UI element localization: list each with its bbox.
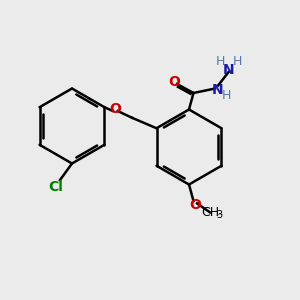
Text: methoxy: methoxy <box>218 214 224 215</box>
Text: H: H <box>232 55 242 68</box>
Text: CH: CH <box>201 206 219 219</box>
Text: methyl: methyl <box>214 211 218 212</box>
Text: H: H <box>222 88 231 102</box>
Text: N: N <box>223 63 234 76</box>
Text: O: O <box>189 198 201 212</box>
Text: O: O <box>169 75 181 89</box>
Text: H: H <box>215 55 225 68</box>
Text: O: O <box>109 102 121 116</box>
Text: Cl: Cl <box>48 180 63 194</box>
Text: 3: 3 <box>217 209 223 220</box>
Text: N: N <box>212 83 223 97</box>
